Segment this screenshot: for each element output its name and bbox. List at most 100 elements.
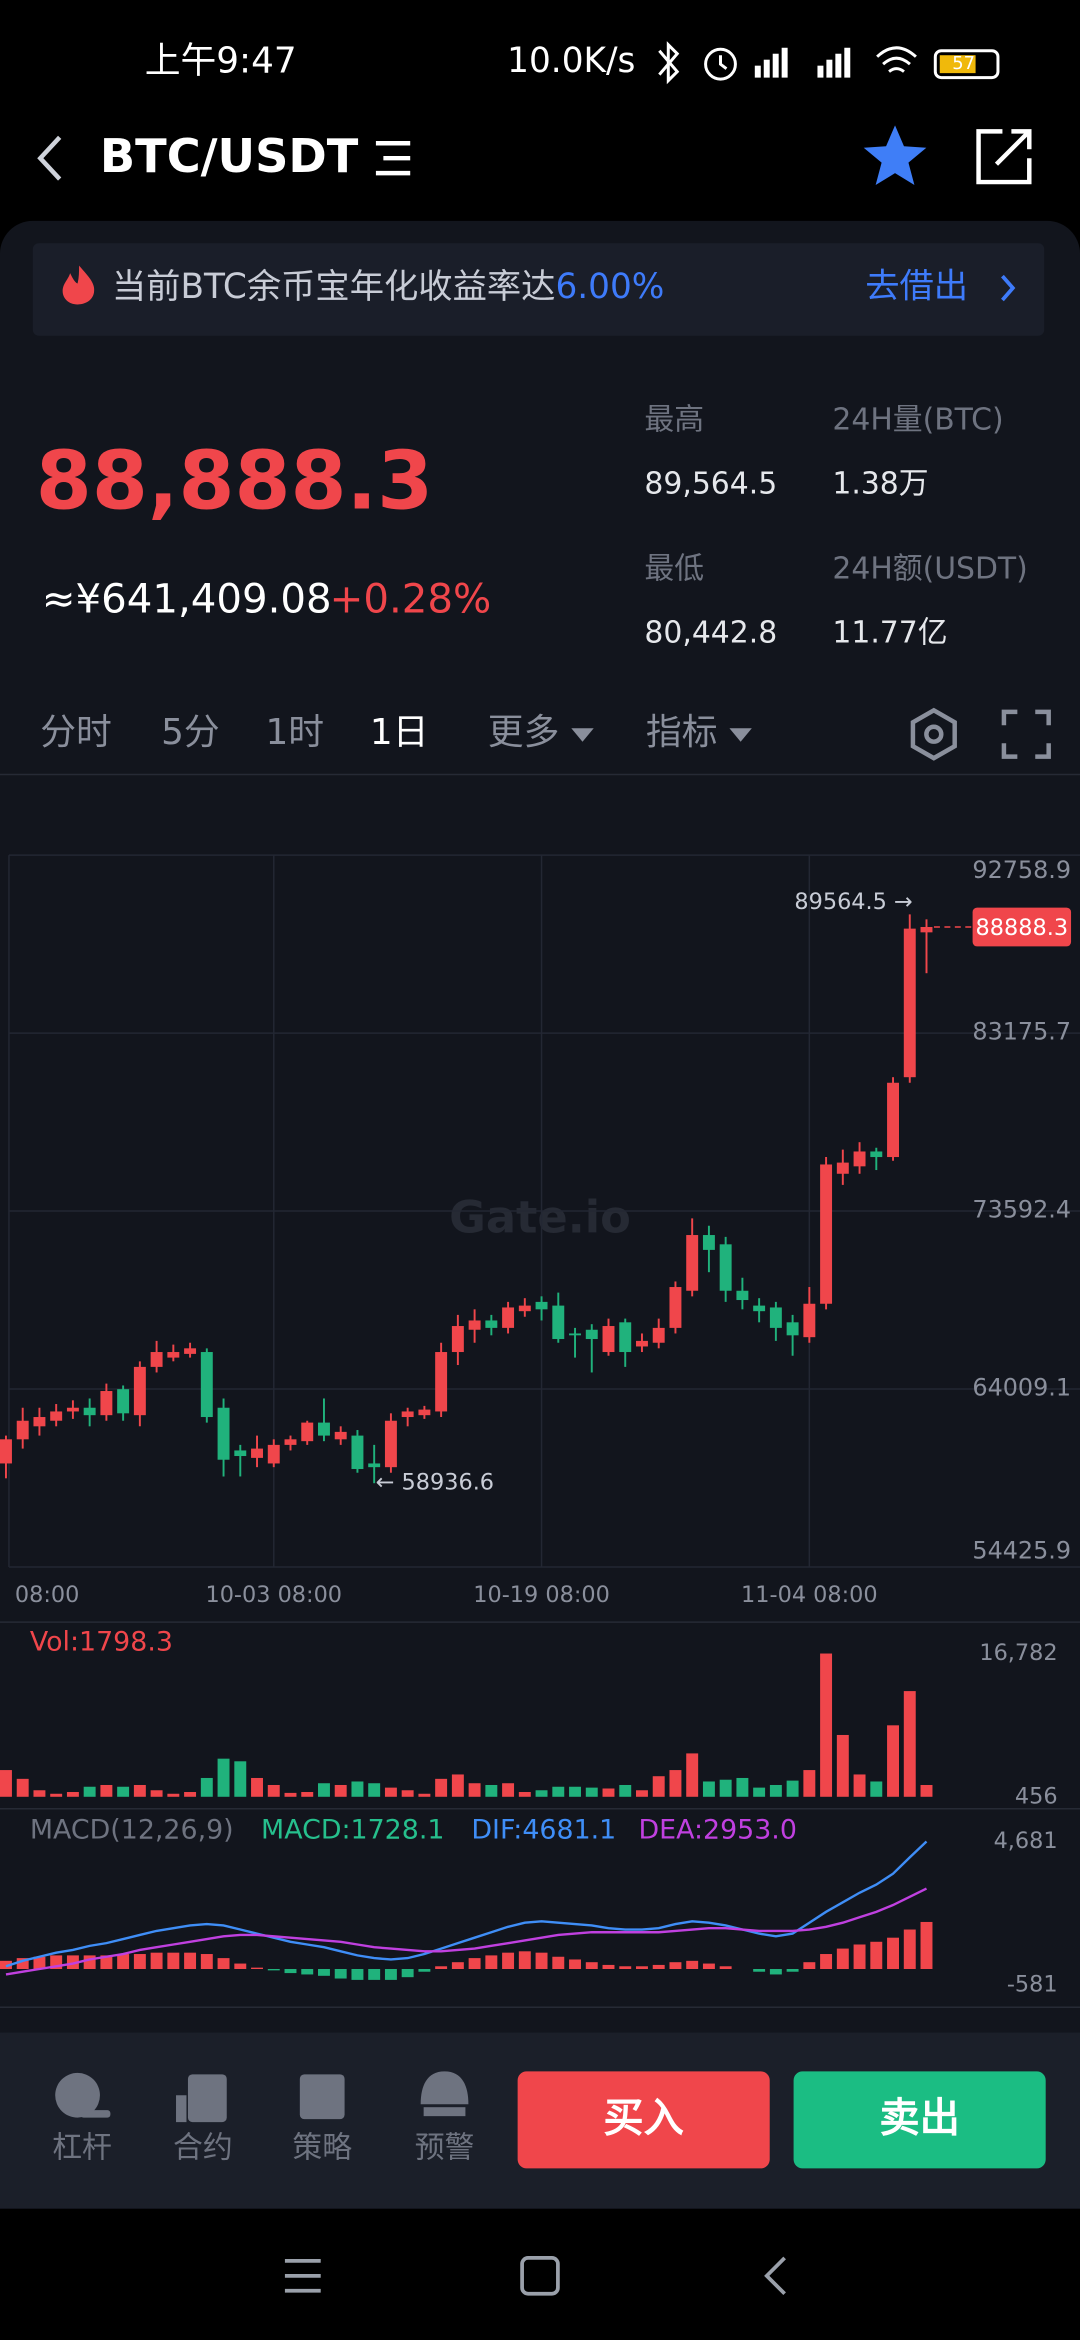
x-tick-label: 10-03 08:00 [205, 1582, 342, 1608]
macd-histogram-bar [133, 1954, 146, 1970]
interval-tabs: 分时 5分 1时 1日 更多 指标 [40, 712, 717, 753]
sell-label[interactable]: 卖出 [879, 2096, 960, 2142]
macd-histogram-bar [117, 1954, 130, 1970]
tool-label[interactable]: 合约 [173, 2130, 233, 2165]
volume-bar [334, 1784, 347, 1797]
macd-histogram-bar [569, 1959, 581, 1970]
volume-bar [200, 1777, 213, 1797]
share-button[interactable] [976, 129, 1032, 185]
macd-histogram-bar [602, 1964, 615, 1970]
volume-bar [66, 1792, 79, 1797]
volume-bar [83, 1786, 96, 1797]
macd-histogram-bar [920, 1921, 933, 1970]
macd-histogram-bar [351, 1969, 364, 1980]
volume-bar [585, 1787, 598, 1797]
candle-body [518, 1305, 531, 1312]
volume-bar [686, 1753, 699, 1797]
candle-body [552, 1305, 565, 1340]
macd-histogram-bar [619, 1966, 632, 1970]
buy-label[interactable]: 买入 [603, 2096, 684, 2142]
banner-action[interactable]: 去借出 [865, 267, 968, 307]
candle-body [719, 1244, 732, 1291]
candle-body [318, 1422, 330, 1436]
tab[interactable]: 更多 [488, 712, 560, 753]
volume-bar [384, 1787, 397, 1797]
candle-body [133, 1366, 146, 1416]
volume-bar [518, 1792, 531, 1797]
volume-bar [100, 1784, 113, 1797]
tab[interactable]: 分时 [40, 712, 112, 753]
tool-label[interactable]: 杠杆 [52, 2130, 112, 2165]
macd-histogram-bar [468, 1958, 481, 1970]
tab[interactable]: 1日 [370, 712, 429, 753]
tab[interactable]: 1时 [266, 712, 325, 753]
macd-legend: DEA:2953.0 [638, 1815, 796, 1846]
macd-histogram-bar [636, 1966, 648, 1970]
candle-body [736, 1290, 749, 1301]
tab[interactable]: 指标 [646, 712, 718, 753]
tool-label[interactable]: 预警 [415, 2130, 475, 2165]
volume-bar [351, 1781, 364, 1797]
back-button[interactable] [37, 135, 62, 181]
candle-body [267, 1444, 280, 1464]
banner-rate: 6.00% [555, 267, 664, 307]
tool-label[interactable]: 策略 [292, 2130, 352, 2165]
y-tick-label: 73592.4 [972, 1196, 1071, 1224]
candle-body [234, 1450, 247, 1457]
price-change: +0.28% [330, 576, 492, 622]
candle-body [368, 1463, 381, 1468]
volume-bar [619, 1784, 632, 1797]
nav-back[interactable] [764, 2256, 786, 2296]
banner[interactable] [32, 243, 1045, 336]
macd-histogram-bar [418, 1969, 431, 1972]
candle-body [251, 1448, 263, 1458]
volume-bar [451, 1774, 464, 1797]
fullscreen-icon[interactable] [1001, 709, 1051, 759]
volume-title: Vol:1798.3 [30, 1627, 173, 1658]
stat-label: 最低 [644, 552, 704, 587]
macd-histogram-bar [0, 1960, 12, 1970]
favorite-star[interactable] [863, 125, 927, 186]
macd-histogram-bar [502, 1952, 515, 1970]
volume-bar [33, 1790, 46, 1797]
tab[interactable]: 5分 [161, 712, 220, 753]
candle-body [870, 1151, 883, 1158]
macd-histogram-bar [652, 1964, 665, 1970]
volume-bar [234, 1761, 247, 1797]
macd-histogram-bar [702, 1963, 715, 1970]
battery-text: 57 [952, 53, 975, 74]
buy-button[interactable] [517, 2071, 770, 2169]
volume-bar [468, 1783, 481, 1797]
tool-icons [55, 2071, 469, 2123]
macd-line [5, 1840, 928, 1968]
candle-body [418, 1409, 431, 1416]
candle-body [485, 1320, 498, 1328]
volume-bar [133, 1784, 146, 1797]
candle-body [619, 1322, 632, 1353]
candle-body [686, 1235, 699, 1291]
nav-menu[interactable] [284, 2259, 321, 2293]
volume-bar [418, 1793, 431, 1797]
charts: Gate.io 92758.9 83175.7 73592.4 64009.1 54425… [0, 854, 1080, 1997]
settings-icon[interactable] [910, 707, 957, 761]
sell-button[interactable] [793, 2071, 1046, 2169]
volume-bar [719, 1779, 732, 1797]
main-panel [0, 220, 1080, 2102]
candle-body [401, 1411, 414, 1418]
macd-histogram-bar [251, 1967, 263, 1970]
candle-body [435, 1352, 448, 1412]
candle-body [887, 1082, 899, 1158]
volume-bar [251, 1777, 263, 1797]
settings-icon-center [924, 724, 944, 744]
volume-bar [602, 1788, 615, 1797]
nav-home[interactable] [520, 2256, 560, 2296]
macd-histogram-bar [435, 1966, 448, 1970]
macd-histogram-bar [384, 1969, 397, 1980]
pair-menu[interactable] [375, 141, 411, 176]
y-tick-label: 456 [1015, 1783, 1058, 1809]
macd-histogram-bar [870, 1941, 883, 1970]
nav-bar [284, 2256, 786, 2296]
volume-bar [753, 1787, 766, 1797]
macd-histogram-bar [167, 1952, 180, 1970]
candle-body [351, 1435, 364, 1470]
